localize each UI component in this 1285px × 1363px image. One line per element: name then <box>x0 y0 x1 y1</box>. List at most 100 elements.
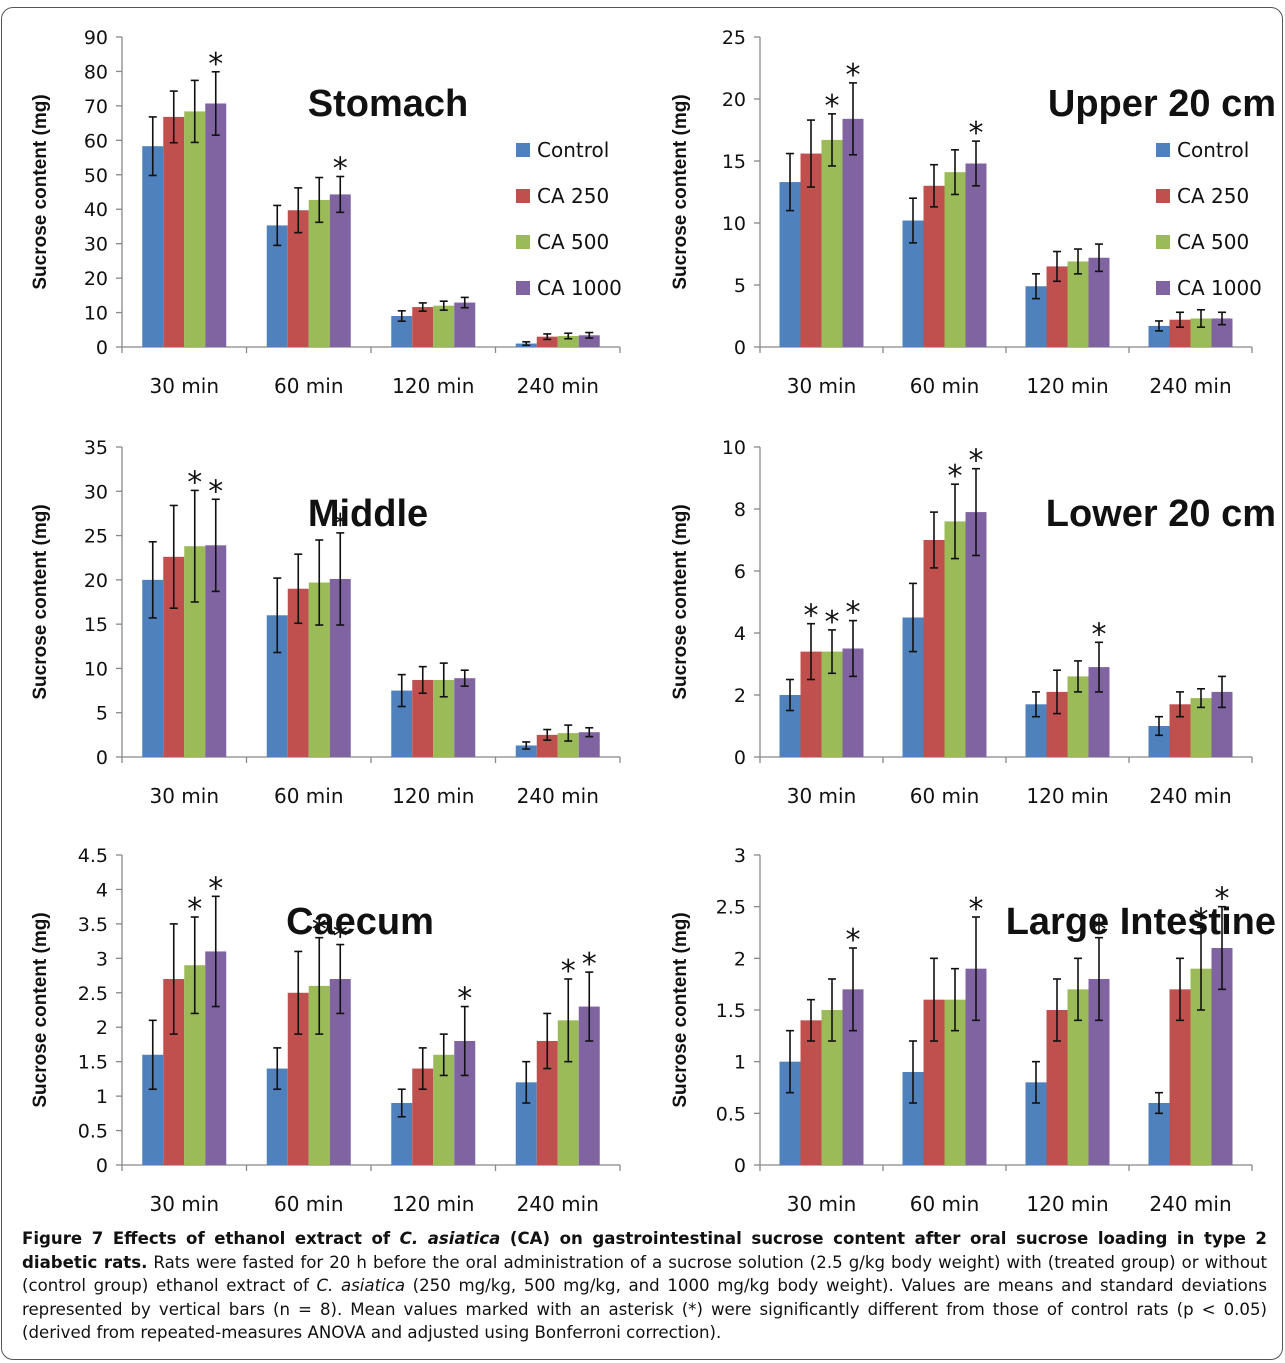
bar-ca-250-60-min <box>287 210 309 347</box>
x-tick-label: 60 min <box>910 1192 980 1216</box>
y-tick-label: 30 <box>84 234 108 256</box>
y-tick-label: 0 <box>96 337 108 359</box>
bar-ca-1000-120-min <box>454 678 476 757</box>
bar-ca-1000-240-min <box>1211 691 1233 757</box>
significance-asterisk: * <box>208 474 223 509</box>
x-tick-label: 30 min <box>787 1192 857 1216</box>
legend-swatch-control <box>516 143 530 157</box>
y-tick-label: 0 <box>96 747 108 769</box>
y-tick-label: 35 <box>84 437 108 459</box>
chart-title: Upper 20 cm <box>1048 83 1276 125</box>
significance-asterisk: * <box>187 465 202 500</box>
chart-svg: Sucrose content (mg) 0 2 4 6 8 10 30 min 60 min 1… <box>670 437 1276 808</box>
y-tick-label: 4 <box>96 879 108 901</box>
x-tick-label: 60 min <box>910 374 980 398</box>
x-tick-label: 30 min <box>787 784 857 808</box>
y-tick-label: 5 <box>734 275 746 297</box>
bar-ca-1000-30-min <box>842 648 864 757</box>
significance-asterisk: * <box>846 58 861 93</box>
bar-control-30-min <box>142 579 164 757</box>
legend-label-ca-500: CA 500 <box>537 230 609 254</box>
bar-control-60-min <box>266 615 288 757</box>
significance-asterisk: * <box>187 892 202 927</box>
y-axis-label: Sucrose content (mg) <box>30 94 51 289</box>
y-tick-label: 5 <box>96 703 108 725</box>
x-tick-label: 60 min <box>910 784 980 808</box>
bar-ca-1000-240-min <box>578 335 600 347</box>
legend-label-control: Control <box>1177 138 1249 162</box>
legend: Control CA 250 CA 500 CA 1000 <box>516 138 622 300</box>
y-tick-label: 90 <box>84 27 108 49</box>
significance-asterisk: * <box>1194 902 1209 937</box>
bar-control-30-min <box>142 146 164 347</box>
bar-ca-1000-60-min <box>965 163 987 347</box>
bar-ca-500-30-min <box>184 546 206 757</box>
bar-ca-1000-60-min <box>965 968 987 1165</box>
y-tick-label: 1.5 <box>78 1052 108 1074</box>
bar-control-30-min <box>779 182 801 347</box>
bar-control-120-min <box>391 316 413 347</box>
y-tick-label: 2.5 <box>716 897 746 919</box>
bar-control-120-min <box>1025 1082 1047 1165</box>
y-tick-label: 2 <box>734 948 746 970</box>
legend-label-ca-500: CA 500 <box>1177 230 1249 254</box>
y-tick-label: 50 <box>84 165 108 187</box>
legend-swatch-control <box>1156 143 1170 157</box>
bar-ca-500-60-min <box>944 172 966 347</box>
bar-ca-500-240-min <box>1190 318 1212 347</box>
chart-title: Stomach <box>308 83 468 125</box>
legend-swatch-ca-500 <box>516 235 530 249</box>
significance-asterisk: * <box>969 892 984 927</box>
bar-ca-1000-120-min <box>1088 257 1110 347</box>
bar-ca-500-120-min <box>433 305 455 347</box>
bar-ca-500-60-min <box>308 582 330 757</box>
bar-control-60-min <box>902 1072 924 1165</box>
bar-ca-250-30-min <box>163 979 185 1165</box>
y-tick-label: 10 <box>84 658 108 680</box>
bar-ca-250-240-min <box>536 336 558 347</box>
bar-ca-500-120-min <box>433 1054 455 1165</box>
bar-ca-250-60-min <box>287 992 309 1165</box>
x-tick-label: 60 min <box>274 784 344 808</box>
bar-ca-1000-30-min <box>205 545 227 757</box>
bar-ca-1000-30-min <box>842 989 864 1165</box>
legend-swatch-ca-1000 <box>516 281 530 295</box>
bar-ca-1000-120-min <box>454 302 476 347</box>
y-tick-label: 1 <box>734 1052 746 1074</box>
bar-ca-500-30-min <box>821 1010 843 1165</box>
x-tick-label: 120 min <box>392 1192 474 1216</box>
significance-asterisk: * <box>1092 617 1107 652</box>
x-tick-label: 240 min <box>1149 1192 1231 1216</box>
bar-ca-250-240-min <box>1169 704 1191 757</box>
y-tick-label: 30 <box>84 481 108 503</box>
x-tick-label: 30 min <box>149 1192 219 1216</box>
bar-control-120-min <box>391 1103 413 1165</box>
bar-control-120-min <box>391 690 413 757</box>
bar-ca-250-240-min <box>1169 989 1191 1165</box>
bar-ca-500-30-min <box>821 139 843 347</box>
chart-title: Middle <box>308 493 428 535</box>
bar-control-240-min <box>1148 1103 1170 1165</box>
bar-ca-250-30-min <box>800 651 822 757</box>
y-tick-label: 20 <box>84 268 108 290</box>
chart-upper-20cm: Sucrose content (mg) 0 5 10 15 20 25 30 min 60 m… <box>640 18 1285 410</box>
significance-asterisk: * <box>846 596 861 631</box>
bar-ca-500-30-min <box>821 651 843 757</box>
y-tick-label: 10 <box>722 437 746 459</box>
significance-asterisk: * <box>846 923 861 958</box>
bar-ca-250-30-min <box>800 1020 822 1165</box>
chart-title: Lower 20 cm <box>1046 493 1276 535</box>
bar-control-120-min <box>1025 704 1047 757</box>
chart-svg: Sucrose content (mg) 0 0.5 1 1.5 2 2.5 3 3.5 4 4.5… <box>30 845 621 1216</box>
y-tick-label: 25 <box>722 27 746 49</box>
y-tick-label: 10 <box>722 213 746 235</box>
y-tick-label: 4 <box>734 623 746 645</box>
chart-title: Caecum <box>286 901 434 943</box>
y-tick-label: 4.5 <box>78 845 108 867</box>
y-tick-label: 2 <box>96 1017 108 1039</box>
bar-ca-250-30-min <box>163 116 185 348</box>
bar-ca-500-240-min <box>557 335 579 347</box>
y-tick-label: 0.5 <box>716 1103 746 1125</box>
chart-stomach: Sucrose content (mg) 0 10 20 30 40 50 60 70 80 90 3… <box>0 18 640 410</box>
bar-ca-1000-30-min <box>842 118 864 347</box>
